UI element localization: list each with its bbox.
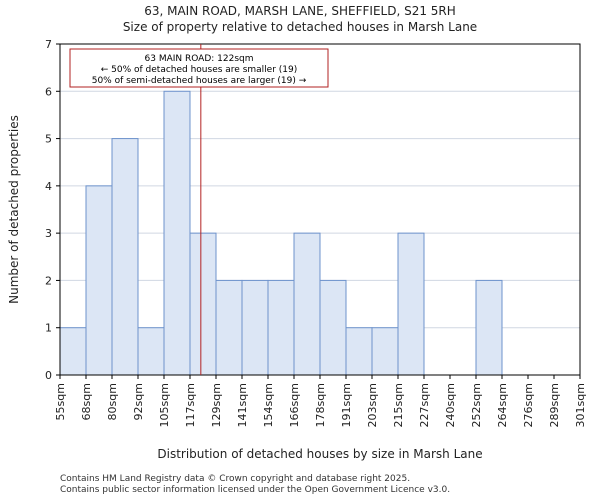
x-tick-label: 191sqm	[340, 383, 353, 427]
x-tick-label: 68sqm	[80, 383, 93, 420]
x-tick-label: 154sqm	[262, 383, 275, 427]
bar	[215, 279, 243, 376]
x-tick-label: 166sqm	[288, 383, 301, 427]
annotation-box: 63 MAIN ROAD: 122sqm ← 50% of detached h…	[69, 48, 329, 88]
x-tick-label: 117sqm	[184, 383, 197, 427]
bar	[345, 327, 373, 376]
annotation-line-2: ← 50% of detached houses are smaller (19…	[101, 65, 298, 75]
bar	[241, 279, 269, 376]
y-axis-ticks: 0 1 2 3 4 5 6 7	[45, 38, 60, 382]
bar	[189, 232, 217, 376]
x-tick-label: 301sqm	[574, 383, 587, 427]
footer-line-2: Contains public sector information licen…	[60, 485, 451, 495]
bar	[111, 138, 139, 376]
y-tick-label: 5	[45, 133, 52, 146]
x-tick-label: 92sqm	[132, 383, 145, 420]
histogram-chart: 0 1 2 3 4 5 6 7 55sqm 68sqm 80sqm 92sqm 105sqm 117sq…	[7, 38, 587, 461]
bar	[397, 232, 425, 376]
x-axis-ticks: 55sqm 68sqm 80sqm 92sqm 105sqm 117sqm 129sqm 14…	[54, 375, 587, 427]
bar	[163, 90, 191, 376]
x-tick-label: 227sqm	[418, 383, 431, 427]
y-tick-label: 4	[45, 180, 52, 193]
bar	[475, 279, 503, 376]
footer-line-1: Contains HM Land Registry data © Crown c…	[60, 474, 411, 484]
x-tick-label: 55sqm	[54, 383, 67, 420]
x-tick-label: 105sqm	[158, 383, 171, 427]
x-tick-label: 129sqm	[210, 383, 223, 427]
y-tick-label: 6	[45, 85, 52, 98]
bar	[59, 327, 87, 376]
bar	[267, 279, 295, 376]
x-tick-label: 252sqm	[470, 383, 483, 427]
x-tick-label: 215sqm	[392, 383, 405, 427]
x-tick-label: 289sqm	[548, 383, 561, 427]
chart-subtitle: Size of property relative to detached ho…	[122, 20, 478, 34]
bar	[85, 185, 113, 376]
bar	[293, 232, 321, 376]
x-tick-label: 276sqm	[522, 383, 535, 427]
y-tick-label: 2	[45, 274, 52, 287]
bars	[59, 90, 503, 376]
x-tick-label: 203sqm	[366, 383, 379, 427]
y-tick-label: 0	[45, 369, 52, 382]
annotation-line-1: 63 MAIN ROAD: 122sqm	[145, 54, 254, 64]
x-axis-label: Distribution of detached houses by size …	[157, 447, 482, 461]
y-tick-label: 1	[45, 322, 52, 335]
bar	[319, 279, 347, 376]
x-tick-label: 141sqm	[236, 383, 249, 427]
x-tick-label: 80sqm	[106, 383, 119, 420]
annotation-line-3: 50% of semi-detached houses are larger (…	[92, 76, 307, 86]
x-tick-label: 178sqm	[314, 383, 327, 427]
chart-title: 63, MAIN ROAD, MARSH LANE, SHEFFIELD, S2…	[144, 4, 456, 18]
y-tick-label: 7	[45, 38, 52, 51]
x-tick-label: 264sqm	[496, 383, 509, 427]
x-tick-label: 240sqm	[444, 383, 457, 427]
bar	[137, 327, 165, 376]
y-axis-label: Number of detached properties	[7, 115, 21, 304]
bar	[371, 327, 399, 376]
y-tick-label: 3	[45, 227, 52, 240]
